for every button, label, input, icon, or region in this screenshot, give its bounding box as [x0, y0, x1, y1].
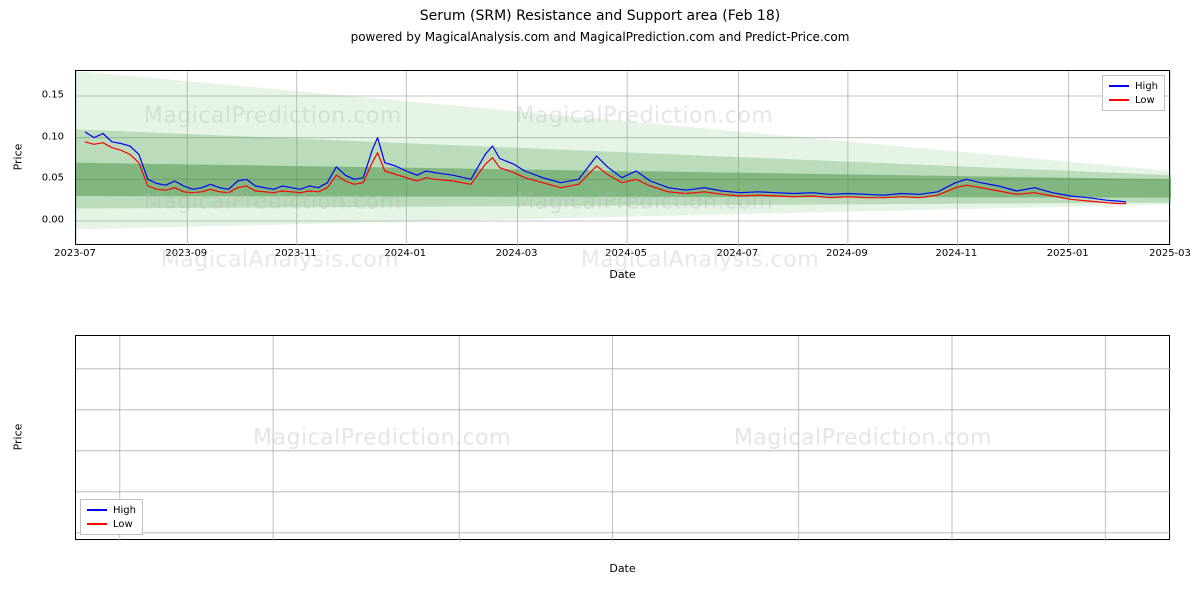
top-legend: High Low: [1102, 75, 1165, 111]
xtick-label: 2023-07: [54, 248, 96, 259]
bottom-yticks: [0, 335, 70, 540]
legend-label-low: Low: [1135, 95, 1155, 106]
xtick-label: 2024-05: [605, 248, 647, 259]
legend-item-high: High: [87, 503, 136, 517]
xtick-label: 2024-11: [935, 248, 977, 259]
top-chart-svg: [76, 71, 1171, 246]
xtick-label: 2024-03: [496, 248, 538, 259]
xtick-label: 2025-03: [1149, 248, 1191, 259]
bottom-xlabel: Date: [75, 562, 1170, 575]
top-yticks: 0.00 0.05 0.10 0.15: [0, 70, 70, 245]
legend-item-low: Low: [1109, 93, 1158, 107]
ytick-label: 0.00: [42, 215, 64, 226]
xtick-label: 2024-07: [716, 248, 758, 259]
chart-title: Serum (SRM) Resistance and Support area …: [0, 8, 1200, 24]
bottom-chart-panel: MagicalPrediction.com MagicalPrediction.…: [75, 335, 1170, 540]
xtick-label: 2024-09: [826, 248, 868, 259]
legend-label-low: Low: [113, 519, 133, 530]
xtick-label: 2023-11: [275, 248, 317, 259]
xtick-label: 2025-01: [1047, 248, 1089, 259]
top-xlabel: Date: [75, 268, 1170, 281]
legend-swatch-low: [87, 523, 107, 525]
ytick-label: 0.05: [42, 173, 64, 184]
bottom-xticks: [75, 543, 1170, 561]
bottom-legend: High Low: [80, 499, 143, 535]
xtick-label: 2023-09: [165, 248, 207, 259]
legend-swatch-low: [1109, 99, 1129, 101]
xtick-label: 2024-01: [384, 248, 426, 259]
bottom-chart-svg: [76, 336, 1171, 541]
top-xticks: 2023-072023-092023-112024-012024-032024-…: [75, 248, 1170, 266]
top-chart-panel: MagicalPrediction.com MagicalPrediction.…: [75, 70, 1170, 245]
legend-swatch-high: [1109, 85, 1129, 87]
legend-swatch-high: [87, 509, 107, 511]
chart-subtitle: powered by MagicalAnalysis.com and Magic…: [0, 30, 1200, 44]
ytick-label: 0.15: [42, 90, 64, 101]
ytick-label: 0.10: [42, 131, 64, 142]
legend-label-high: High: [113, 505, 136, 516]
legend-label-high: High: [1135, 81, 1158, 92]
legend-item-low: Low: [87, 517, 136, 531]
legend-item-high: High: [1109, 79, 1158, 93]
